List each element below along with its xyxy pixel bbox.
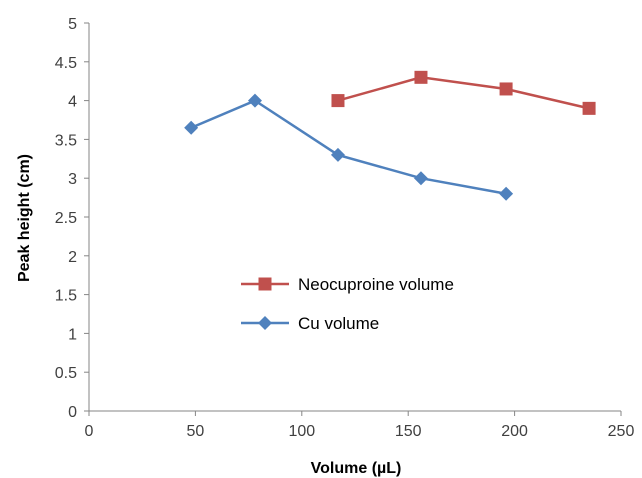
data-point [414,70,428,84]
y-tick-label: 4.5 [55,55,77,72]
y-tick-label: 0.5 [55,365,77,382]
series-neocuproine [331,70,596,115]
series-line [337,76,590,110]
data-point [413,171,428,186]
legend-label: Cu volume [298,314,379,333]
legend-label: Neocuproine volume [298,275,454,294]
axes [88,23,621,412]
y-axis-title: Peak height (cm) [16,154,33,282]
legend-marker [258,316,272,330]
data-point [184,120,199,135]
y-tick-label: 0 [68,404,77,421]
data-point [330,147,345,162]
series-layer [184,70,596,201]
y-tick-label: 1.5 [55,288,77,305]
x-tick-label: 200 [501,423,528,440]
y-tick-label: 4 [68,94,77,111]
legend-item: Neocuproine volume [241,275,454,294]
y-tick-label: 1 [68,326,77,343]
y-tick-label: 2.5 [55,210,77,227]
data-point [331,94,345,108]
y-tick-label: 2 [68,249,77,266]
y-tick-label: 3 [68,171,77,188]
legend-item: Cu volume [241,314,379,333]
y-tick-label: 5 [68,16,77,33]
x-tick-label: 250 [608,423,635,440]
x-tick-label: 150 [395,423,422,440]
y-tick-label: 3.5 [55,132,77,149]
x-axis-title: Volume (µL) [311,460,402,477]
series-line [190,99,507,195]
series-cu [184,93,514,201]
legend-marker [258,277,272,291]
data-point [499,186,514,201]
x-tick-label: 100 [288,423,315,440]
data-point [247,93,262,108]
x-axis-ticks: 0 50 100 150 200 250 [85,411,635,440]
data-point [582,101,596,115]
data-point [499,82,513,96]
x-tick-label: 50 [187,423,205,440]
y-axis-ticks: 0 0.5 1 1.5 2 2.5 3 3.5 4 4.5 5 [55,16,89,421]
x-tick-label: 0 [85,423,94,440]
legend: Neocuproine volume Cu volume [241,275,454,333]
